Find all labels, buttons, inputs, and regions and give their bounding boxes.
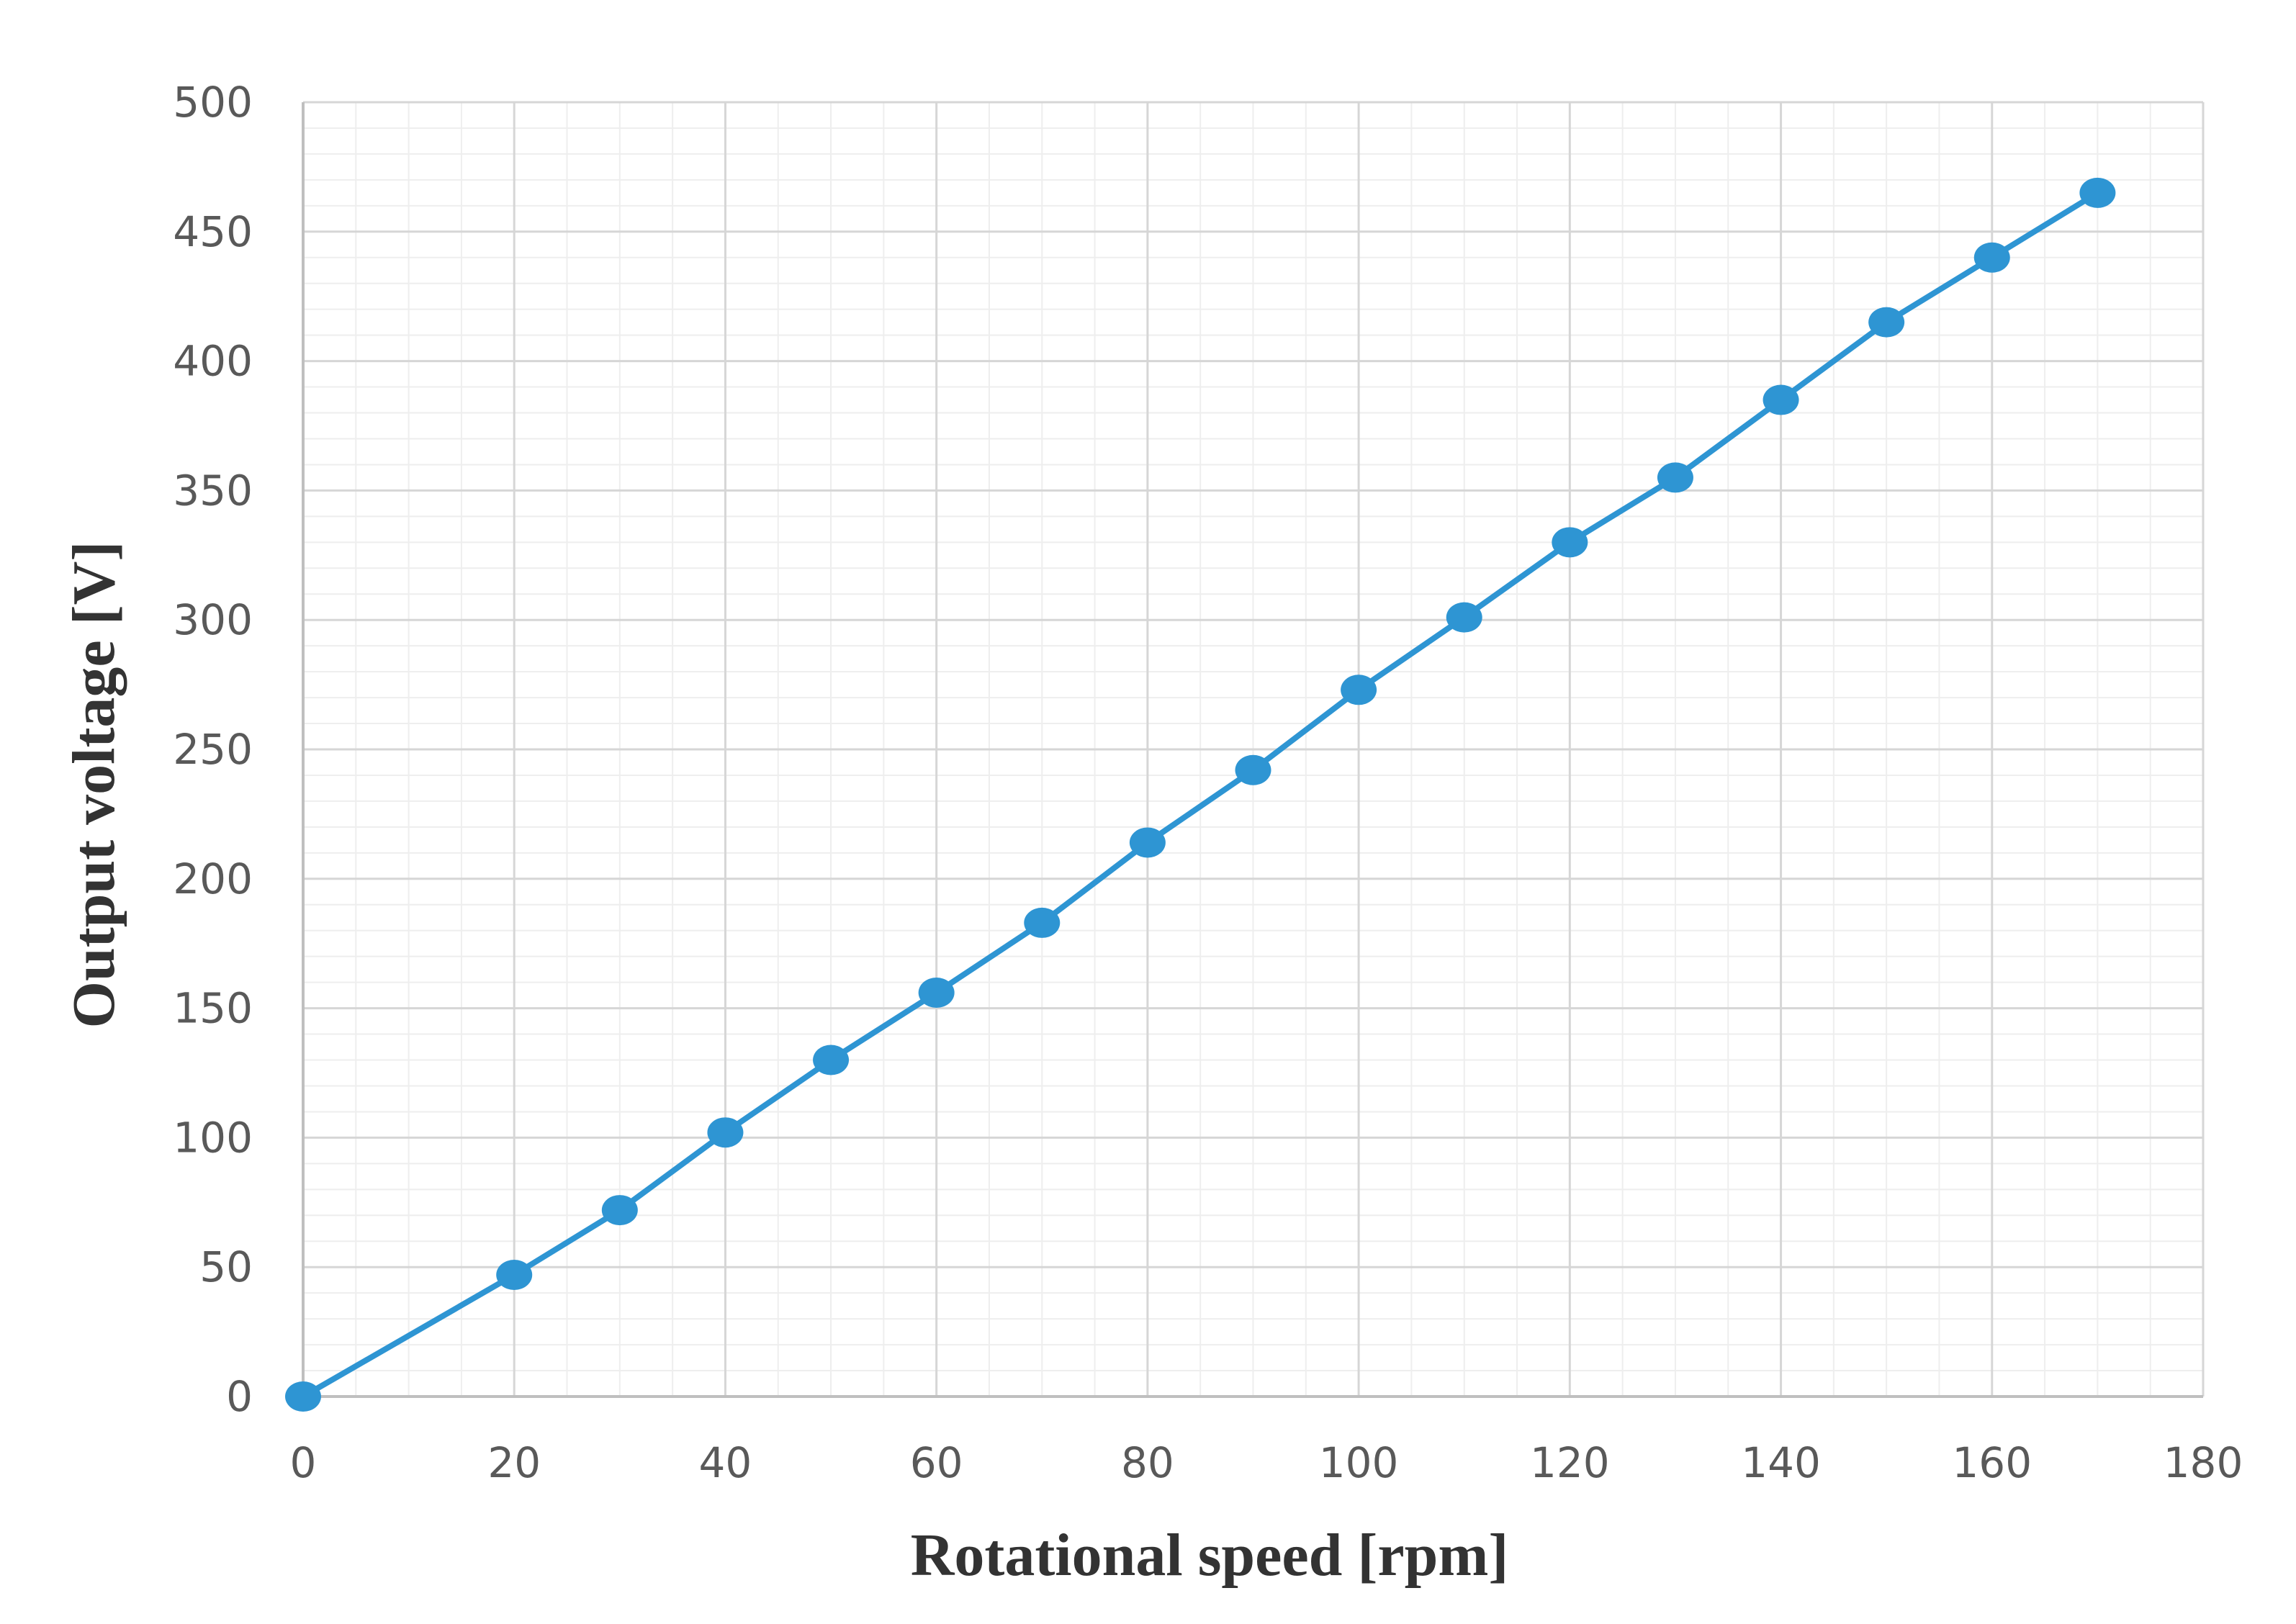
data-point: [1235, 754, 1271, 785]
y-axis-title: Output voltage [V]: [60, 541, 127, 1029]
data-point: [1762, 384, 1799, 415]
data-point: [707, 1117, 744, 1148]
x-tick-label: 120: [1530, 1438, 1610, 1487]
y-tick-label: 0: [226, 1372, 253, 1421]
data-point: [285, 1381, 321, 1412]
data-point: [1129, 827, 1166, 858]
data-point: [1973, 242, 2010, 273]
y-tick-label: 50: [199, 1242, 253, 1291]
data-point: [918, 978, 955, 1009]
x-tick-label: 20: [487, 1438, 541, 1487]
x-tick-label: 40: [699, 1438, 752, 1487]
x-tick-label: 180: [2164, 1438, 2243, 1487]
y-tick-label: 250: [173, 725, 253, 774]
y-tick-label: 100: [173, 1113, 253, 1162]
x-tick-label: 0: [290, 1438, 317, 1487]
y-tick-label: 350: [173, 466, 253, 515]
x-tick-label: 80: [1121, 1438, 1174, 1487]
data-point: [2079, 177, 2116, 208]
y-tick-label: 200: [173, 854, 253, 903]
data-point: [1446, 602, 1482, 633]
data-point: [1024, 907, 1061, 938]
y-tick-label: 450: [173, 207, 253, 256]
y-tick-label: 500: [173, 78, 253, 127]
data-point: [601, 1195, 638, 1226]
x-axis-title: Rotational speed [rpm]: [911, 1522, 1509, 1589]
y-tick-label: 300: [173, 595, 253, 644]
data-point: [813, 1045, 850, 1075]
axes: [302, 102, 2203, 1398]
data-point: [1657, 462, 1693, 493]
x-tick-label: 160: [1952, 1438, 2032, 1487]
y-tick-labels: 0 50 100 150 200 250 300 350 400 450 500: [173, 78, 253, 1421]
data-point: [496, 1259, 533, 1290]
x-tick-label: 60: [910, 1438, 963, 1487]
y-tick-label: 400: [173, 337, 253, 386]
y-tick-label: 150: [173, 984, 253, 1033]
x-tick-label: 100: [1319, 1438, 1399, 1487]
data-point: [1552, 527, 1588, 558]
series-layer: [285, 177, 2116, 1412]
data-point: [1868, 307, 1905, 338]
data-point: [1341, 675, 1377, 705]
x-tick-labels: 0 20 40 60 80 100 120 140 160 180: [290, 1438, 2243, 1487]
x-tick-label: 140: [1741, 1438, 1821, 1487]
